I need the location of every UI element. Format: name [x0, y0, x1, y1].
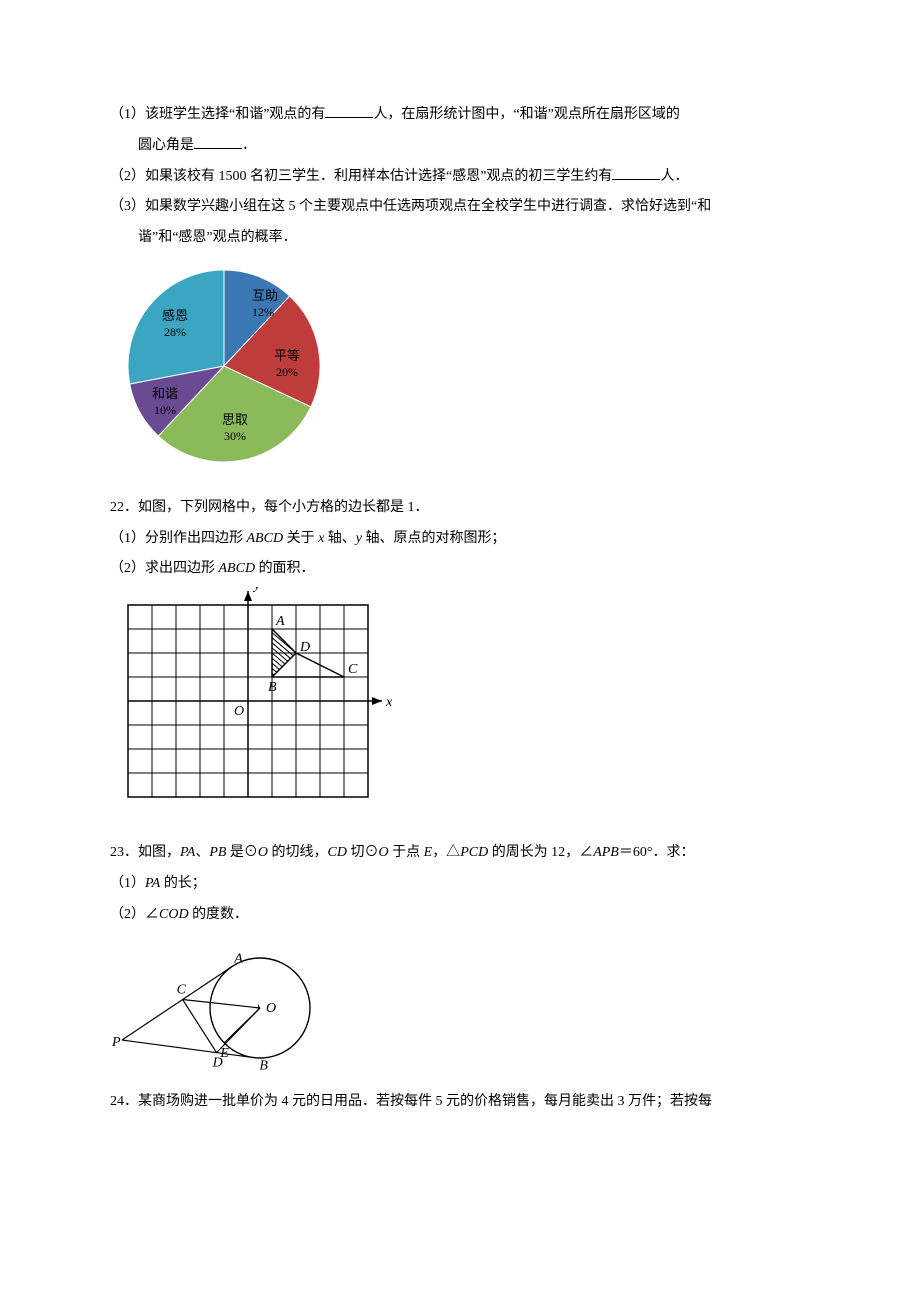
svg-text:y: y [252, 587, 261, 593]
q21-p1-text-b: 人，在扇形统计图中，“和谐”观点所在扇形区域的 [373, 107, 679, 122]
q23-O: O [258, 845, 268, 860]
q23-PB: PB [209, 845, 226, 860]
q23-p2-COD: COD [159, 907, 189, 922]
pie-svg: 互助 12% 平等 20% 思取 30% 和谐 10% 感恩 28% [114, 258, 344, 478]
q22-part1: （1）分别作出四边形 ABCD 关于 x 轴、y 轴、原点的对称图形； [110, 524, 810, 555]
grid-svg: Ox y A B C D [114, 587, 404, 823]
q23-h: ＝60°．求： [619, 845, 695, 860]
svg-text:20%: 20% [276, 365, 298, 379]
svg-text:28%: 28% [164, 325, 186, 339]
q22-abcd2: ABCD [219, 561, 256, 576]
q22-grid-figure: Ox y A B C D [114, 587, 810, 836]
svg-text:C: C [348, 662, 358, 677]
svg-text:E: E [219, 1046, 229, 1061]
q22-p1-a: （1）分别作出四边形 [110, 531, 247, 546]
q21-p2-text-a: （2）如果该校有 1500 名初三学生．利用样本估计选择“感恩”观点的初三学生约… [110, 169, 612, 184]
svg-text:B: B [259, 1059, 268, 1072]
q24-stem: 24．某商场购进一批单价为 4 元的日用品．若按每件 5 元的价格销售，每月能卖… [110, 1087, 810, 1118]
circle-svg: PABCDEO [110, 932, 340, 1072]
q22-abcd1: ABCD [247, 531, 284, 546]
svg-text:P: P [111, 1035, 121, 1050]
q21-p1-text-d: ． [242, 138, 256, 153]
svg-text:和谐: 和谐 [152, 386, 178, 401]
q21-blank1[interactable] [325, 103, 373, 118]
svg-text:B: B [268, 680, 277, 695]
svg-text:O: O [234, 704, 244, 719]
q22-stem: 22．如图，下列网格中，每个小方格的边长都是 1． [110, 493, 810, 524]
q21-p1-text-c: 圆心角是 [138, 138, 194, 153]
q21-p3-text-b: 谐”和“感恩”观点的概率． [138, 230, 297, 245]
q22-p2-b: 的面积． [255, 561, 315, 576]
svg-text:10%: 10% [154, 403, 176, 417]
q23-E: E [424, 845, 433, 860]
q23-figure: PABCDEO [110, 932, 810, 1085]
q23-stem: 23．如图，PA、PB 是⊙O 的切线，CD 切⊙O 于点 E，△PCD 的周长… [110, 838, 810, 869]
q21-part2: （2）如果该校有 1500 名初三学生．利用样本估计选择“感恩”观点的初三学生约… [110, 162, 810, 193]
svg-text:30%: 30% [224, 429, 246, 443]
svg-text:12%: 12% [252, 305, 274, 319]
q23-p1-b: 的长； [160, 876, 206, 891]
q23-CD: CD [328, 845, 347, 860]
q22-p1-b: 关于 [283, 531, 318, 546]
q21-part3-line2: 谐”和“感恩”观点的概率． [110, 223, 810, 254]
q23-e: 于点 [389, 845, 424, 860]
q21-part1-line2: 圆心角是 ． [110, 131, 810, 162]
q23-p1-a: （1） [110, 876, 145, 891]
q22-p1-c: 轴、 [324, 531, 356, 546]
q21-p3-text-a: （3）如果数学兴趣小组在这 5 个主要观点中任选两项观点在全校学生中进行调查．求… [110, 199, 711, 214]
svg-text:互助: 互助 [252, 288, 278, 303]
svg-text:平等: 平等 [274, 348, 300, 363]
svg-text:A: A [233, 952, 243, 967]
q23-f: ，△ [432, 845, 460, 860]
q23-b: 是⊙ [226, 845, 258, 860]
q21-p2-text-b: 人． [660, 169, 688, 184]
q23-sep1: 、 [195, 845, 209, 860]
q21-part3-line1: （3）如果数学兴趣小组在这 5 个主要观点中任选两项观点在全校学生中进行调查．求… [110, 192, 810, 223]
q23-PCD: PCD [460, 845, 488, 860]
q23-d: 切⊙ [347, 845, 379, 860]
q23-p2-b: 的度数． [189, 907, 249, 922]
svg-text:D: D [299, 640, 310, 655]
q21-pie-chart: 互助 12% 平等 20% 思取 30% 和谐 10% 感恩 28% [114, 258, 810, 491]
q22-part2: （2）求出四边形 ABCD 的面积． [110, 554, 810, 585]
q23-O2: O [379, 845, 389, 860]
exam-page: （1）该班学生选择“和谐”观点的有 人，在扇形统计图中，“和谐”观点所在扇形区域的… [0, 0, 920, 1302]
q21-part1-line1: （1）该班学生选择“和谐”观点的有 人，在扇形统计图中，“和谐”观点所在扇形区域的 [110, 100, 810, 131]
svg-text:O: O [266, 1001, 276, 1016]
svg-text:A: A [275, 614, 285, 629]
q23-APB: APB [593, 845, 619, 860]
q21-blank3[interactable] [612, 165, 660, 180]
q23-PA: PA [180, 845, 195, 860]
q23-g: 的周长为 12，∠ [488, 845, 593, 860]
svg-text:C: C [177, 983, 187, 998]
q21-p1-text-a: （1）该班学生选择“和谐”观点的有 [110, 107, 325, 122]
q23-part2: （2）∠COD 的度数． [110, 900, 810, 931]
q23-part1: （1）PA 的长； [110, 869, 810, 900]
svg-text:感恩: 感恩 [162, 308, 188, 323]
q23-p2-a: （2）∠ [110, 907, 159, 922]
svg-text:思取: 思取 [222, 412, 248, 427]
q23-c: 的切线， [268, 845, 328, 860]
svg-text:x: x [385, 695, 393, 710]
q22-p2-a: （2）求出四边形 [110, 561, 219, 576]
q21-blank2[interactable] [194, 134, 242, 149]
q23-p1-PA: PA [145, 876, 160, 891]
q22-p1-d: 轴、原点的对称图形； [362, 531, 506, 546]
q23-a: 23．如图， [110, 845, 180, 860]
